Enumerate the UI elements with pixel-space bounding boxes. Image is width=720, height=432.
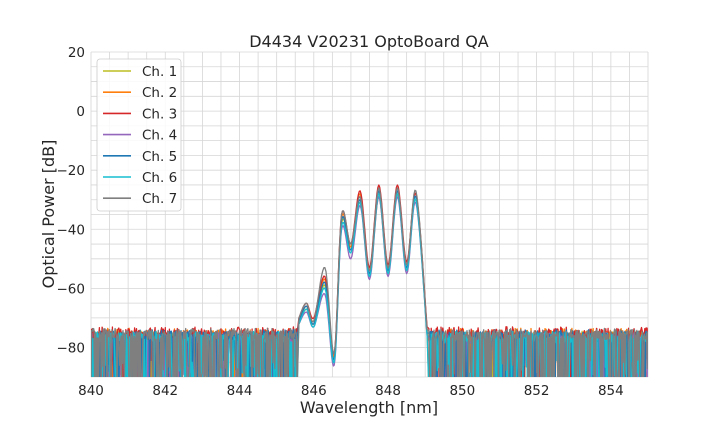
x-tick-label: 844	[227, 383, 253, 399]
y-tick-label: −60	[57, 281, 86, 297]
y-axis-label: Optical Power [dB]	[39, 140, 58, 289]
x-tick-label: 842	[152, 383, 178, 399]
series-layer	[91, 184, 648, 377]
x-axis-label: Wavelength [nm]	[300, 398, 438, 417]
series-line	[91, 187, 648, 377]
y-tick-label: 20	[68, 45, 85, 61]
y-axis: −80 −60 −40 −20 0 20	[57, 45, 86, 356]
x-tick-label: 840	[78, 383, 104, 399]
legend-label: Ch. 4	[142, 128, 177, 144]
legend-box	[96, 58, 182, 212]
x-axis: 840 842 844 846 848 850 852 854	[78, 383, 624, 399]
y-tick-label: 0	[76, 104, 85, 120]
chart-title: D4434 V20231 OptoBoard QA	[249, 32, 489, 51]
x-tick-label: 852	[524, 383, 550, 399]
x-tick-label: 848	[375, 383, 401, 399]
legend-label: Ch. 5	[142, 149, 177, 165]
x-tick-label: 850	[449, 383, 475, 399]
legend[interactable]: Ch. 1 Ch. 2 Ch. 3 Ch. 4 Ch. 5 Ch. 6 Ch. 7	[96, 58, 182, 212]
x-tick-label: 854	[598, 383, 624, 399]
y-tick-label: −20	[57, 163, 86, 179]
legend-label: Ch. 6	[142, 170, 177, 186]
y-tick-label: −80	[57, 340, 86, 356]
legend-label: Ch. 3	[142, 106, 177, 122]
y-tick-label: −40	[57, 222, 86, 238]
x-tick-label: 846	[301, 383, 327, 399]
legend-label: Ch. 1	[142, 64, 177, 80]
legend-label: Ch. 2	[142, 85, 177, 101]
legend-label: Ch. 7	[142, 191, 177, 207]
